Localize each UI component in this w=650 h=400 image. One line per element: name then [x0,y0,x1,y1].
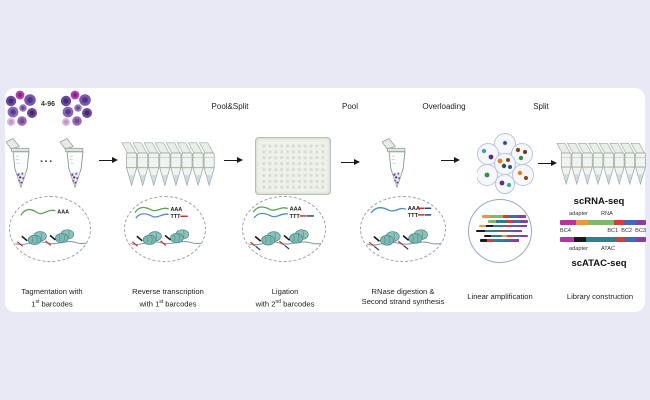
amplified-product-bar [482,215,528,218]
atac-library-bar [560,237,646,242]
arrow-3-icon [341,158,360,165]
label-pool: Pool [341,102,358,111]
label-split: Split [533,102,549,111]
pcr-strip-2 [556,142,646,185]
overloaded-droplets [477,133,534,194]
library-bar-segment [574,237,586,242]
amplified-product-bar [476,229,528,233]
amplification-bars [476,215,528,244]
rna-label: RNA [600,211,613,217]
tubes-ellipsis: ... [40,153,54,165]
step-label-tagmentation: Tagmentation with 1st barcodes [21,287,83,309]
arrow-5-icon [538,159,557,166]
well-plate-96 [255,137,331,195]
library-bar-segment [624,220,636,225]
library-bar-segment [560,237,574,242]
step-label-ligation: Ligation with 2nd barcodes [255,287,315,309]
library-bar-segment [616,237,625,242]
svg-text:AAA: AAA [57,210,69,216]
step-label-rnase: RNase digestion & Second strand synthesi… [361,287,445,306]
step-circle-ligation: AAA TTT [242,196,326,262]
amplification-circle [468,199,532,263]
svg-text:TTT: TTT [290,214,301,220]
library-bar-segment [586,237,616,242]
arrow-4-icon [441,156,460,163]
figure-panel [5,88,645,312]
arrow-2-icon [224,156,243,163]
svg-text:AAA: AAA [290,206,302,212]
label-pool-split: Pool&Split [211,102,249,111]
cell-cluster-left [5,90,38,126]
bc3-label: BC3 [635,228,646,234]
library-bar-segment [614,220,624,225]
library-bar-segment [636,237,646,242]
rna-bar-labels: adapter RNA [560,211,646,217]
scatac-seq-title: scATAC-seq [571,258,627,269]
reverse-transcription-molecules: AAA TTT [130,207,202,248]
svg-text:TTT: TTT [170,214,181,220]
atac-adapter-label: adapter [569,246,588,252]
library-bar-segment [576,220,588,225]
ligation-molecules: AAA TTT [248,206,322,251]
svg-text:AAA: AAA [170,207,182,213]
label-overloading: Overloading [422,102,466,111]
bc4-label: BC4 [560,228,571,234]
library-bar-segment [588,220,614,225]
rna-adapter-label: adapter [569,211,588,217]
plate-wells-grid [260,142,326,190]
step-circle-rnase: AAA TTT [360,196,446,262]
cell-cluster-right [60,90,92,126]
bc1-label: BC1 [607,228,619,234]
pcr-strip-1 [121,142,215,186]
step-label-reverse-transcription: Reverse transcription with 1st barcodes [132,287,204,309]
library-bar-segment [625,237,636,242]
scrna-seq-title: scRNA-seq [573,196,625,207]
arrow-1-icon [99,156,118,163]
rnase-molecules: AAA TTT [367,206,441,251]
atac-label: ATAC [600,246,616,252]
rna-library-bar [560,220,646,225]
amplified-product-bar [488,219,528,223]
amplified-product-bar [480,239,528,243]
cell-range-label: 4-96 [40,101,55,108]
step-label-library-construction: Library construction [566,292,634,301]
amplified-product-bar [479,224,528,228]
step-label-linear-amplification: Linear amplification [467,292,533,301]
bc2-label: BC2 [621,228,633,234]
step-circle-reverse-transcription: AAA TTT [124,196,206,262]
tagmentation-molecules: AAA [15,208,87,248]
sample-tube-2 [60,138,84,188]
barcode-labels-row: BC4 BC1 BC2 BC3 [560,228,646,234]
library-bar-segment [560,220,576,225]
atac-bar-labels: adapter ATAC [560,246,646,252]
svg-text:TTT: TTT [408,213,419,219]
pool-tube [382,138,406,188]
sample-tube-1 [6,138,30,188]
svg-text:AAA: AAA [408,206,420,212]
library-bar-segment [636,220,646,225]
step-circle-tagmentation: AAA [9,196,91,262]
amplified-product-bar [484,234,528,238]
